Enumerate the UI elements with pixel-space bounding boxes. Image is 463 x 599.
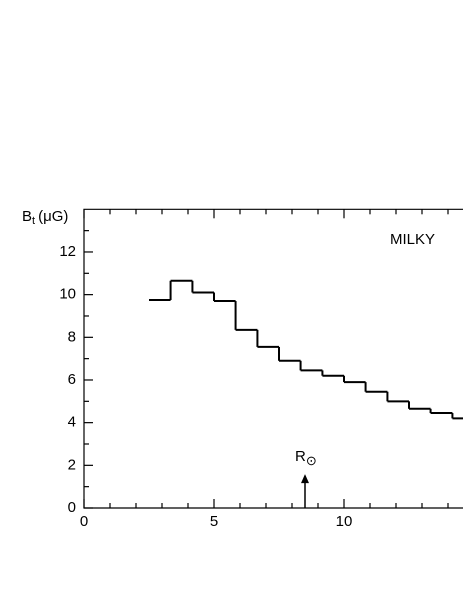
marker-label: R⊙ (295, 448, 317, 468)
annotation: MILKY (390, 231, 435, 248)
marker-label-main: R (295, 448, 306, 465)
x-tick-label: 10 (336, 513, 353, 530)
marker-arrowhead (301, 474, 309, 484)
x-tick-label: 5 (210, 513, 218, 530)
y-tick-label: 8 (68, 328, 76, 345)
x-tick-label: 0 (80, 513, 88, 530)
axes-frame (83, 208, 463, 509)
y-tick-label: 6 (68, 371, 76, 388)
y-tick-label: 4 (68, 414, 76, 431)
y-tick-label: 12 (59, 243, 76, 260)
y-tick-label: 2 (68, 456, 76, 473)
marker-label-sub: ⊙ (306, 454, 317, 469)
y-tick-label: 0 (68, 499, 76, 516)
y-tick-label: 10 (59, 286, 76, 303)
y-axis-label: Bt (μG) (22, 208, 68, 227)
